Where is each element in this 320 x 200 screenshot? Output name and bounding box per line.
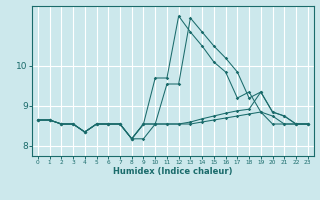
X-axis label: Humidex (Indice chaleur): Humidex (Indice chaleur) (113, 167, 233, 176)
